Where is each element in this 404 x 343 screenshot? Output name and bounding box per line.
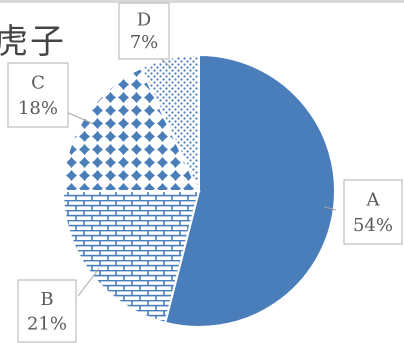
leader-line-a — [324, 206, 337, 211]
data-label-category-d: D — [137, 9, 151, 30]
leader-line-c — [65, 111, 93, 124]
partial-title-text: 虎子 — [0, 22, 66, 62]
pie-slice-c — [61, 66, 201, 192]
pie-slice-a — [163, 53, 336, 328]
data-label-box-a — [343, 179, 403, 245]
top-border — [0, 0, 404, 3]
pie-slice-b — [61, 190, 201, 324]
data-label-box-c — [7, 62, 69, 128]
data-label-value-c: 18% — [18, 98, 58, 119]
data-label-box-b — [17, 279, 77, 343]
data-label-category-a: A — [366, 190, 381, 211]
data-label-value-b: 21% — [27, 314, 67, 335]
leader-line-b — [77, 268, 100, 297]
data-label-category-b: B — [40, 289, 53, 310]
data-label-category-c: C — [31, 73, 45, 94]
data-label-value-d: 7% — [130, 32, 159, 53]
data-label-box-d — [118, 2, 170, 60]
data-label-value-a: 54% — [353, 215, 393, 236]
